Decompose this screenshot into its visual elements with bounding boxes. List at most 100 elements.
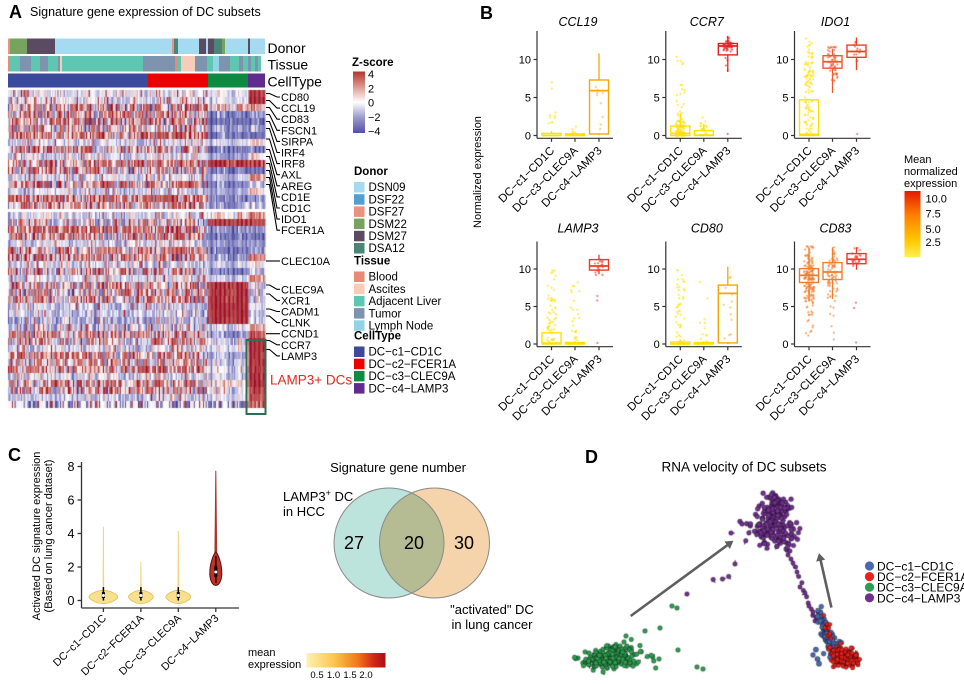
svg-text:DC−c3−CLEC9A: DC−c3−CLEC9A [117, 612, 185, 678]
svg-text:Blood: Blood [369, 272, 398, 284]
svg-text:AXL: AXL [281, 170, 302, 182]
svg-text:Mean: Mean [904, 154, 932, 166]
svg-text:IDO1: IDO1 [821, 15, 850, 29]
svg-text:C: C [8, 445, 21, 465]
svg-text:7.5: 7.5 [926, 209, 941, 221]
svg-text:Lymph Node: Lymph Node [369, 321, 434, 333]
svg-text:B: B [480, 3, 493, 23]
svg-text:10.0: 10.0 [926, 194, 947, 206]
svg-text:mean: mean [248, 647, 276, 659]
svg-text:XCR1: XCR1 [281, 295, 310, 307]
svg-text:DC−c2−FCER1A: DC−c2−FCER1A [877, 570, 964, 584]
svg-text:"activated" DC: "activated" DC [450, 602, 534, 617]
svg-text:4: 4 [368, 69, 374, 81]
svg-text:DC−c3−CLEC9A: DC−c3−CLEC9A [369, 371, 456, 383]
svg-text:IDO1: IDO1 [281, 214, 307, 226]
svg-text:5: 5 [525, 93, 531, 105]
svg-text:LAMP3+ DC: LAMP3+ DC [283, 488, 353, 504]
svg-text:in HCC: in HCC [283, 504, 325, 519]
svg-text:5: 5 [654, 302, 660, 314]
svg-text:FCER1A: FCER1A [281, 225, 325, 237]
svg-text:LAMP3: LAMP3 [558, 222, 599, 236]
svg-text:CLNK: CLNK [281, 318, 311, 330]
svg-text:LAMP3: LAMP3 [281, 351, 317, 363]
svg-text:AREG: AREG [281, 181, 312, 193]
svg-text:DSN09: DSN09 [369, 182, 406, 194]
svg-text:0: 0 [654, 131, 660, 143]
svg-text:1.0: 1.0 [327, 670, 340, 681]
svg-text:CD1E: CD1E [281, 192, 310, 204]
svg-text:−2: −2 [368, 112, 381, 124]
svg-text:DSM22: DSM22 [369, 219, 407, 231]
svg-text:5.0: 5.0 [926, 224, 941, 236]
svg-text:0: 0 [782, 339, 788, 351]
svg-text:Z-score: Z-score [352, 57, 394, 69]
svg-text:2.5: 2.5 [926, 237, 941, 249]
svg-text:6: 6 [68, 494, 75, 508]
svg-text:2: 2 [368, 84, 374, 96]
svg-text:2.0: 2.0 [359, 670, 372, 681]
svg-text:2: 2 [68, 561, 75, 575]
svg-text:expression: expression [248, 659, 301, 671]
svg-text:27: 27 [344, 533, 364, 553]
svg-text:FSCN1: FSCN1 [281, 125, 317, 137]
svg-text:DSA12: DSA12 [369, 243, 405, 255]
svg-text:0: 0 [525, 131, 531, 143]
svg-text:LAMP3+ DCs: LAMP3+ DCs [270, 373, 352, 388]
svg-text:Donor: Donor [354, 166, 388, 178]
svg-text:0.5: 0.5 [310, 670, 323, 681]
svg-text:Activated DC signature express: Activated DC signature expression [31, 452, 43, 621]
svg-text:10: 10 [648, 264, 660, 276]
svg-text:expression: expression [904, 178, 957, 190]
svg-text:5: 5 [654, 93, 660, 105]
svg-text:10: 10 [648, 55, 660, 67]
svg-text:0: 0 [654, 339, 660, 351]
svg-text:Signature gene number: Signature gene number [330, 460, 467, 475]
svg-text:DC−c4−LAMP3: DC−c4−LAMP3 [369, 383, 449, 395]
svg-text:0: 0 [525, 339, 531, 351]
svg-text:30: 30 [454, 533, 474, 553]
svg-text:CADM1: CADM1 [281, 307, 320, 319]
svg-text:5: 5 [782, 302, 788, 314]
svg-text:DC−c3−CLEC9A: DC−c3−CLEC9A [877, 581, 964, 595]
svg-text:10: 10 [519, 55, 531, 67]
svg-text:5: 5 [782, 93, 788, 105]
svg-text:in lung cancer: in lung cancer [452, 617, 534, 632]
svg-text:Signature gene expression of D: Signature gene expression of DC subsets [30, 5, 261, 19]
svg-text:CCND1: CCND1 [281, 329, 319, 341]
svg-text:CLEC9A: CLEC9A [281, 284, 324, 296]
svg-text:A: A [9, 2, 22, 22]
svg-text:CCR7: CCR7 [281, 340, 311, 352]
svg-text:0: 0 [68, 594, 75, 608]
svg-text:CellType: CellType [354, 331, 401, 343]
svg-text:DC−c1−CD1C: DC−c1−CD1C [369, 347, 443, 359]
svg-text:Tissue: Tissue [268, 57, 309, 73]
svg-text:CD83: CD83 [281, 114, 309, 126]
svg-text:DSF22: DSF22 [369, 194, 405, 206]
svg-text:CCR7: CCR7 [690, 15, 725, 29]
svg-text:0: 0 [368, 98, 374, 110]
svg-text:−4: −4 [368, 126, 381, 138]
svg-text:DSF27: DSF27 [369, 207, 405, 219]
svg-text:RNA velocity of DC subsets: RNA velocity of DC subsets [661, 460, 826, 475]
svg-text:CCL19: CCL19 [559, 15, 598, 29]
svg-text:CellType: CellType [268, 74, 323, 90]
svg-text:DC−c2−FCER1A: DC−c2−FCER1A [369, 359, 457, 371]
svg-text:normalized: normalized [904, 166, 958, 178]
svg-text:DC−c4−LAMP3: DC−c4−LAMP3 [877, 591, 961, 605]
svg-text:1.5: 1.5 [343, 670, 356, 681]
svg-text:CLEC10A: CLEC10A [281, 256, 331, 268]
svg-text:CD83: CD83 [820, 222, 852, 236]
svg-text:Adjacent Liver: Adjacent Liver [369, 296, 442, 308]
svg-text:(Based on lung cancer dataset): (Based on lung cancer dataset) [43, 460, 55, 613]
svg-text:DC−c1−CD1C: DC−c1−CD1C [877, 560, 954, 574]
svg-text:5: 5 [525, 302, 531, 314]
svg-text:CD80: CD80 [691, 222, 723, 236]
svg-text:10: 10 [519, 264, 531, 276]
svg-text:DSM27: DSM27 [369, 231, 407, 243]
svg-text:Tissue: Tissue [354, 256, 390, 268]
svg-text:4: 4 [68, 527, 75, 541]
svg-text:SIRPA: SIRPA [281, 136, 314, 148]
svg-text:Tumor: Tumor [369, 308, 402, 320]
svg-text:CCL19: CCL19 [281, 103, 315, 115]
